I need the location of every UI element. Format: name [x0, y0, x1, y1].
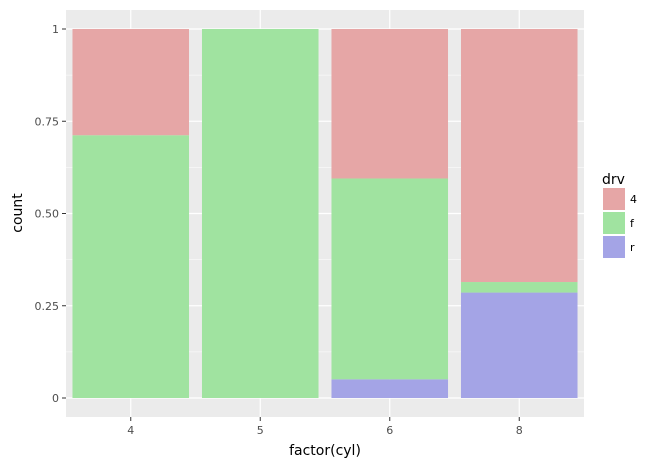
- y-tick-label: 1: [52, 23, 59, 36]
- x-tick-label: 8: [516, 424, 523, 437]
- legend-label-f: f: [630, 217, 635, 230]
- x-tick-label: 4: [127, 424, 134, 437]
- legend-label-4: 4: [630, 193, 637, 206]
- legend-key-r: [603, 236, 625, 258]
- bar-6-r: [331, 379, 449, 398]
- legend-key-f: [603, 212, 625, 234]
- y-tick-label: 0.25: [35, 300, 60, 313]
- x-axis: 4 5 6 8: [127, 417, 523, 437]
- bar-5-f: [201, 29, 319, 398]
- bar-4-4: [72, 29, 190, 136]
- y-tick-label: 0: [52, 392, 59, 405]
- bar-8-4: [460, 29, 578, 283]
- y-axis: 0 0.25 0.50 0.75 1: [35, 23, 66, 405]
- legend: drv 4 fr: [602, 172, 637, 258]
- y-tick-label: 0.75: [35, 115, 60, 128]
- bar-6-4: [331, 29, 449, 179]
- bar-6-f: [331, 178, 449, 380]
- y-tick-label: 0.50: [35, 208, 60, 221]
- legend-label-r: r: [630, 241, 635, 254]
- bar-8-r: [460, 292, 578, 398]
- bar-8-f: [460, 282, 578, 293]
- y-axis-title: count: [10, 193, 26, 233]
- bar-4-f: [72, 135, 190, 398]
- bars: [72, 29, 578, 398]
- x-axis-title: factor(cyl): [289, 443, 361, 459]
- legend-title: drv: [602, 172, 625, 188]
- x-tick-label: 5: [257, 424, 264, 437]
- x-tick-label: 6: [386, 424, 393, 437]
- legend-key-4: [603, 188, 625, 210]
